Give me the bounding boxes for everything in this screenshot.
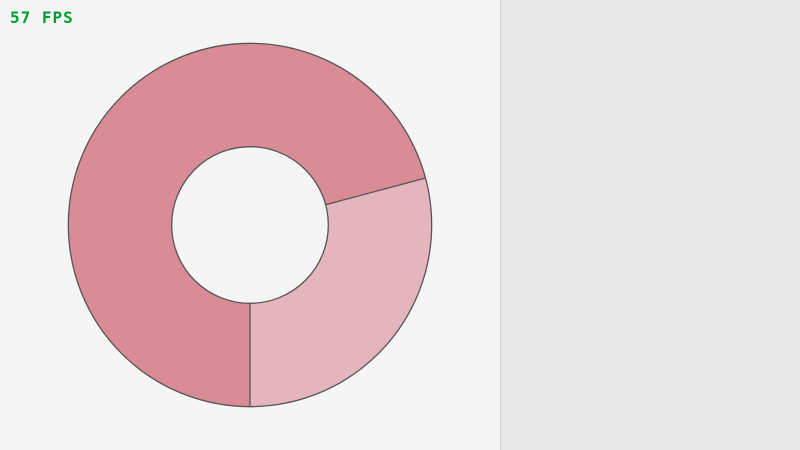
ring-hole: [171, 146, 329, 304]
ring-single-pass-region: [250, 177, 432, 407]
ring-radial-line-start: [325, 177, 426, 206]
control-panel: StartAngle -255.00 EndAngle 360.00 Inner…: [500, 0, 800, 450]
fps-counter: 57 FPS: [10, 8, 74, 27]
